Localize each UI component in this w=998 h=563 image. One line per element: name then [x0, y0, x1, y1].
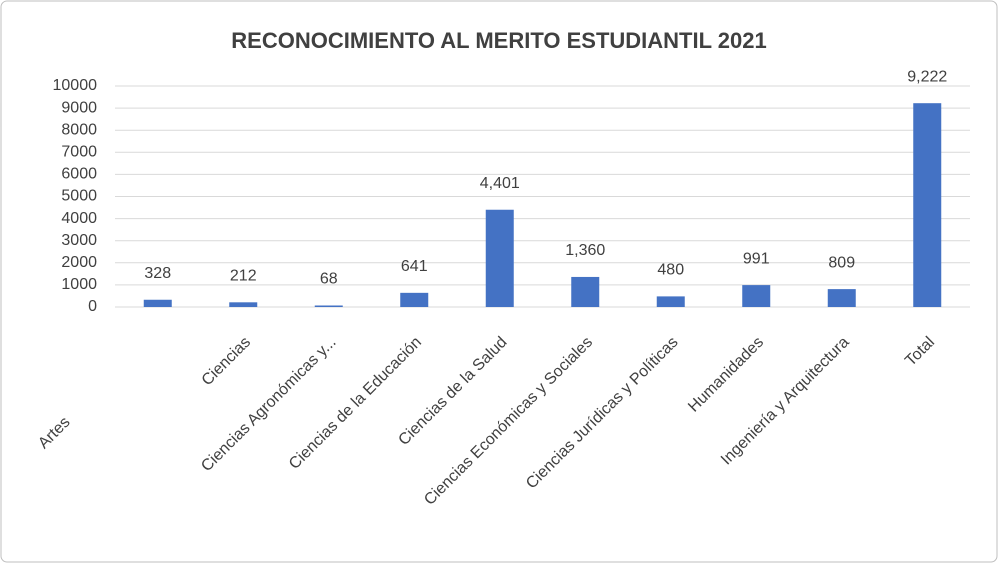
y-tick-label: 6000	[61, 166, 97, 183]
chart-title: RECONOCIMIENTO AL MERITO ESTUDIANTIL 202…	[231, 28, 766, 53]
bar	[143, 299, 172, 307]
value-label: 1,360	[565, 242, 605, 259]
bar	[400, 292, 429, 307]
y-tick-label: 9000	[61, 99, 97, 116]
bar	[742, 285, 771, 307]
y-tick-label: 5000	[61, 188, 97, 205]
value-label: 328	[144, 265, 171, 282]
value-label: 991	[743, 250, 770, 267]
bar	[571, 276, 600, 307]
y-tick-label: 10000	[53, 77, 98, 94]
y-tick-label: 4000	[61, 210, 97, 227]
y-tick-label: 8000	[61, 121, 97, 138]
bar	[229, 302, 258, 307]
y-tick-label: 3000	[61, 232, 97, 249]
bar	[913, 103, 942, 307]
value-label: 809	[828, 254, 855, 271]
value-label: 641	[401, 258, 428, 275]
y-tick-label: 2000	[61, 254, 97, 271]
value-label: 480	[657, 262, 684, 279]
y-tick-label: 7000	[61, 144, 97, 161]
y-tick-label: 1000	[61, 276, 97, 293]
value-label: 68	[320, 271, 338, 288]
bar	[314, 305, 343, 307]
bar	[485, 209, 514, 307]
value-label: 212	[230, 268, 257, 285]
value-label: 9,222	[907, 68, 947, 85]
bar	[656, 296, 685, 307]
bar	[827, 289, 856, 307]
value-label: 4,401	[480, 175, 520, 192]
y-tick-label: 0	[88, 298, 97, 315]
